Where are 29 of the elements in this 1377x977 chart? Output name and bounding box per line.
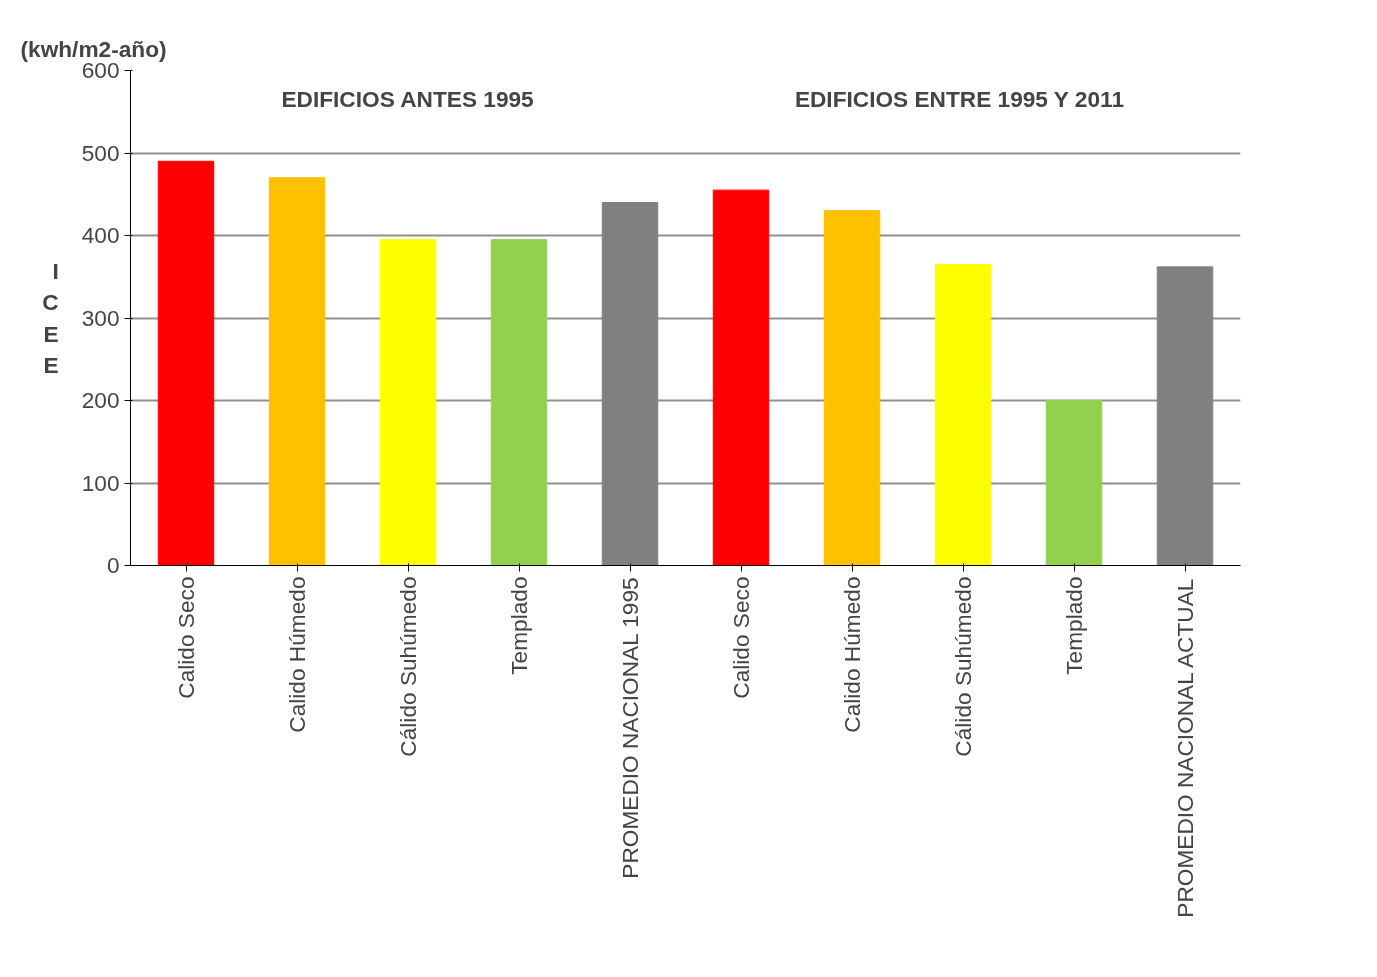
y-tick-label: 0 bbox=[106, 552, 120, 578]
y-tick-label: 300 bbox=[81, 304, 120, 331]
x-tick-label: PROMEDIO NACIONAL 1995 bbox=[617, 577, 643, 879]
x-tick-label: PROMEDIO NACIONAL ACTUAL bbox=[1172, 578, 1198, 918]
bar bbox=[268, 177, 326, 566]
bar bbox=[1045, 400, 1103, 566]
y-axis-title: ICEE bbox=[42, 258, 59, 378]
y-tick-label: 500 bbox=[81, 139, 120, 166]
bar bbox=[1156, 266, 1214, 566]
bar bbox=[601, 202, 659, 566]
x-tick-label: Templado bbox=[506, 576, 532, 675]
x-tick-label: Calido Húmedo bbox=[284, 576, 310, 733]
bar bbox=[379, 239, 437, 566]
x-tick-label: Cálido Suhúmedo bbox=[950, 576, 976, 757]
y-tick-label: 200 bbox=[81, 387, 120, 413]
bar bbox=[934, 263, 992, 566]
bar bbox=[823, 210, 881, 566]
x-tick-label: Cálido Suhúmedo bbox=[395, 576, 421, 757]
y-tick-label: 100 bbox=[81, 469, 120, 496]
annotation: EDIFICIOS ANTES 1995 bbox=[281, 85, 534, 112]
bar bbox=[490, 239, 548, 566]
x-tick-label: Calido Húmedo bbox=[839, 576, 865, 733]
x-tick-label: Calido Seco bbox=[173, 576, 199, 699]
x-tick-label: Calido Seco bbox=[728, 576, 754, 699]
bar bbox=[157, 160, 215, 566]
x-tick-label: Templado bbox=[1061, 576, 1087, 675]
y-tick-label: 400 bbox=[81, 222, 120, 248]
bar bbox=[712, 189, 770, 566]
annotation: EDIFICIOS ENTRE 1995 Y 2011 bbox=[794, 85, 1124, 112]
